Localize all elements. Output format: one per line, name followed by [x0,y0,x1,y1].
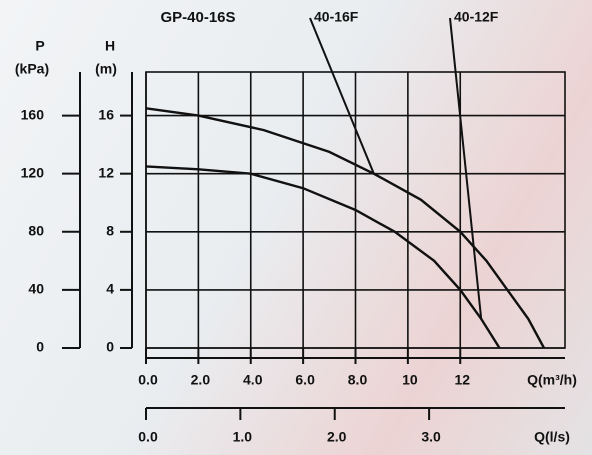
x2-tick-label: 2.0 [327,429,347,445]
x2-label: Q(l/s) [534,429,570,445]
y2-tick-label: 80 [28,222,44,238]
x-tick-label: 2.0 [191,372,211,388]
y-tick-label: 8 [106,222,114,238]
x2-tick-label: 0.0 [138,429,158,445]
x-tick-label: 12 [454,372,470,388]
y-tick-label: 16 [98,106,114,122]
x-tick-label: 0.0 [138,372,158,388]
y-tick-label: 0 [106,339,114,355]
y2-unit: (kPa) [15,61,49,77]
legend-label: 40-12F [454,9,499,25]
y2-tick-label: 160 [21,106,45,122]
x-label: Q(m³/h) [527,372,577,388]
x2-tick-label: 3.0 [421,429,441,445]
legend-label: 40-16F [314,9,359,25]
y-tick-label: 12 [98,164,114,180]
y-unit: (m) [95,61,117,77]
y2-label: P [35,38,44,54]
chart-title: GP-40-16S [160,9,235,26]
x-tick-label: 10 [402,372,418,388]
x2-tick-label: 1.0 [233,429,253,445]
curve [145,107,546,349]
y2-tick-label: 40 [28,281,44,297]
y-tick-label: 4 [106,281,114,297]
y-label: H [105,38,115,54]
leader-line [449,17,483,320]
x-tick-label: 6.0 [295,372,315,388]
curve [145,165,501,349]
x-tick-label: 4.0 [243,372,263,388]
y2-tick-label: 120 [21,164,45,180]
leader-line [309,17,375,175]
x-tick-label: 8.0 [348,372,368,388]
y2-tick-label: 0 [36,339,44,355]
